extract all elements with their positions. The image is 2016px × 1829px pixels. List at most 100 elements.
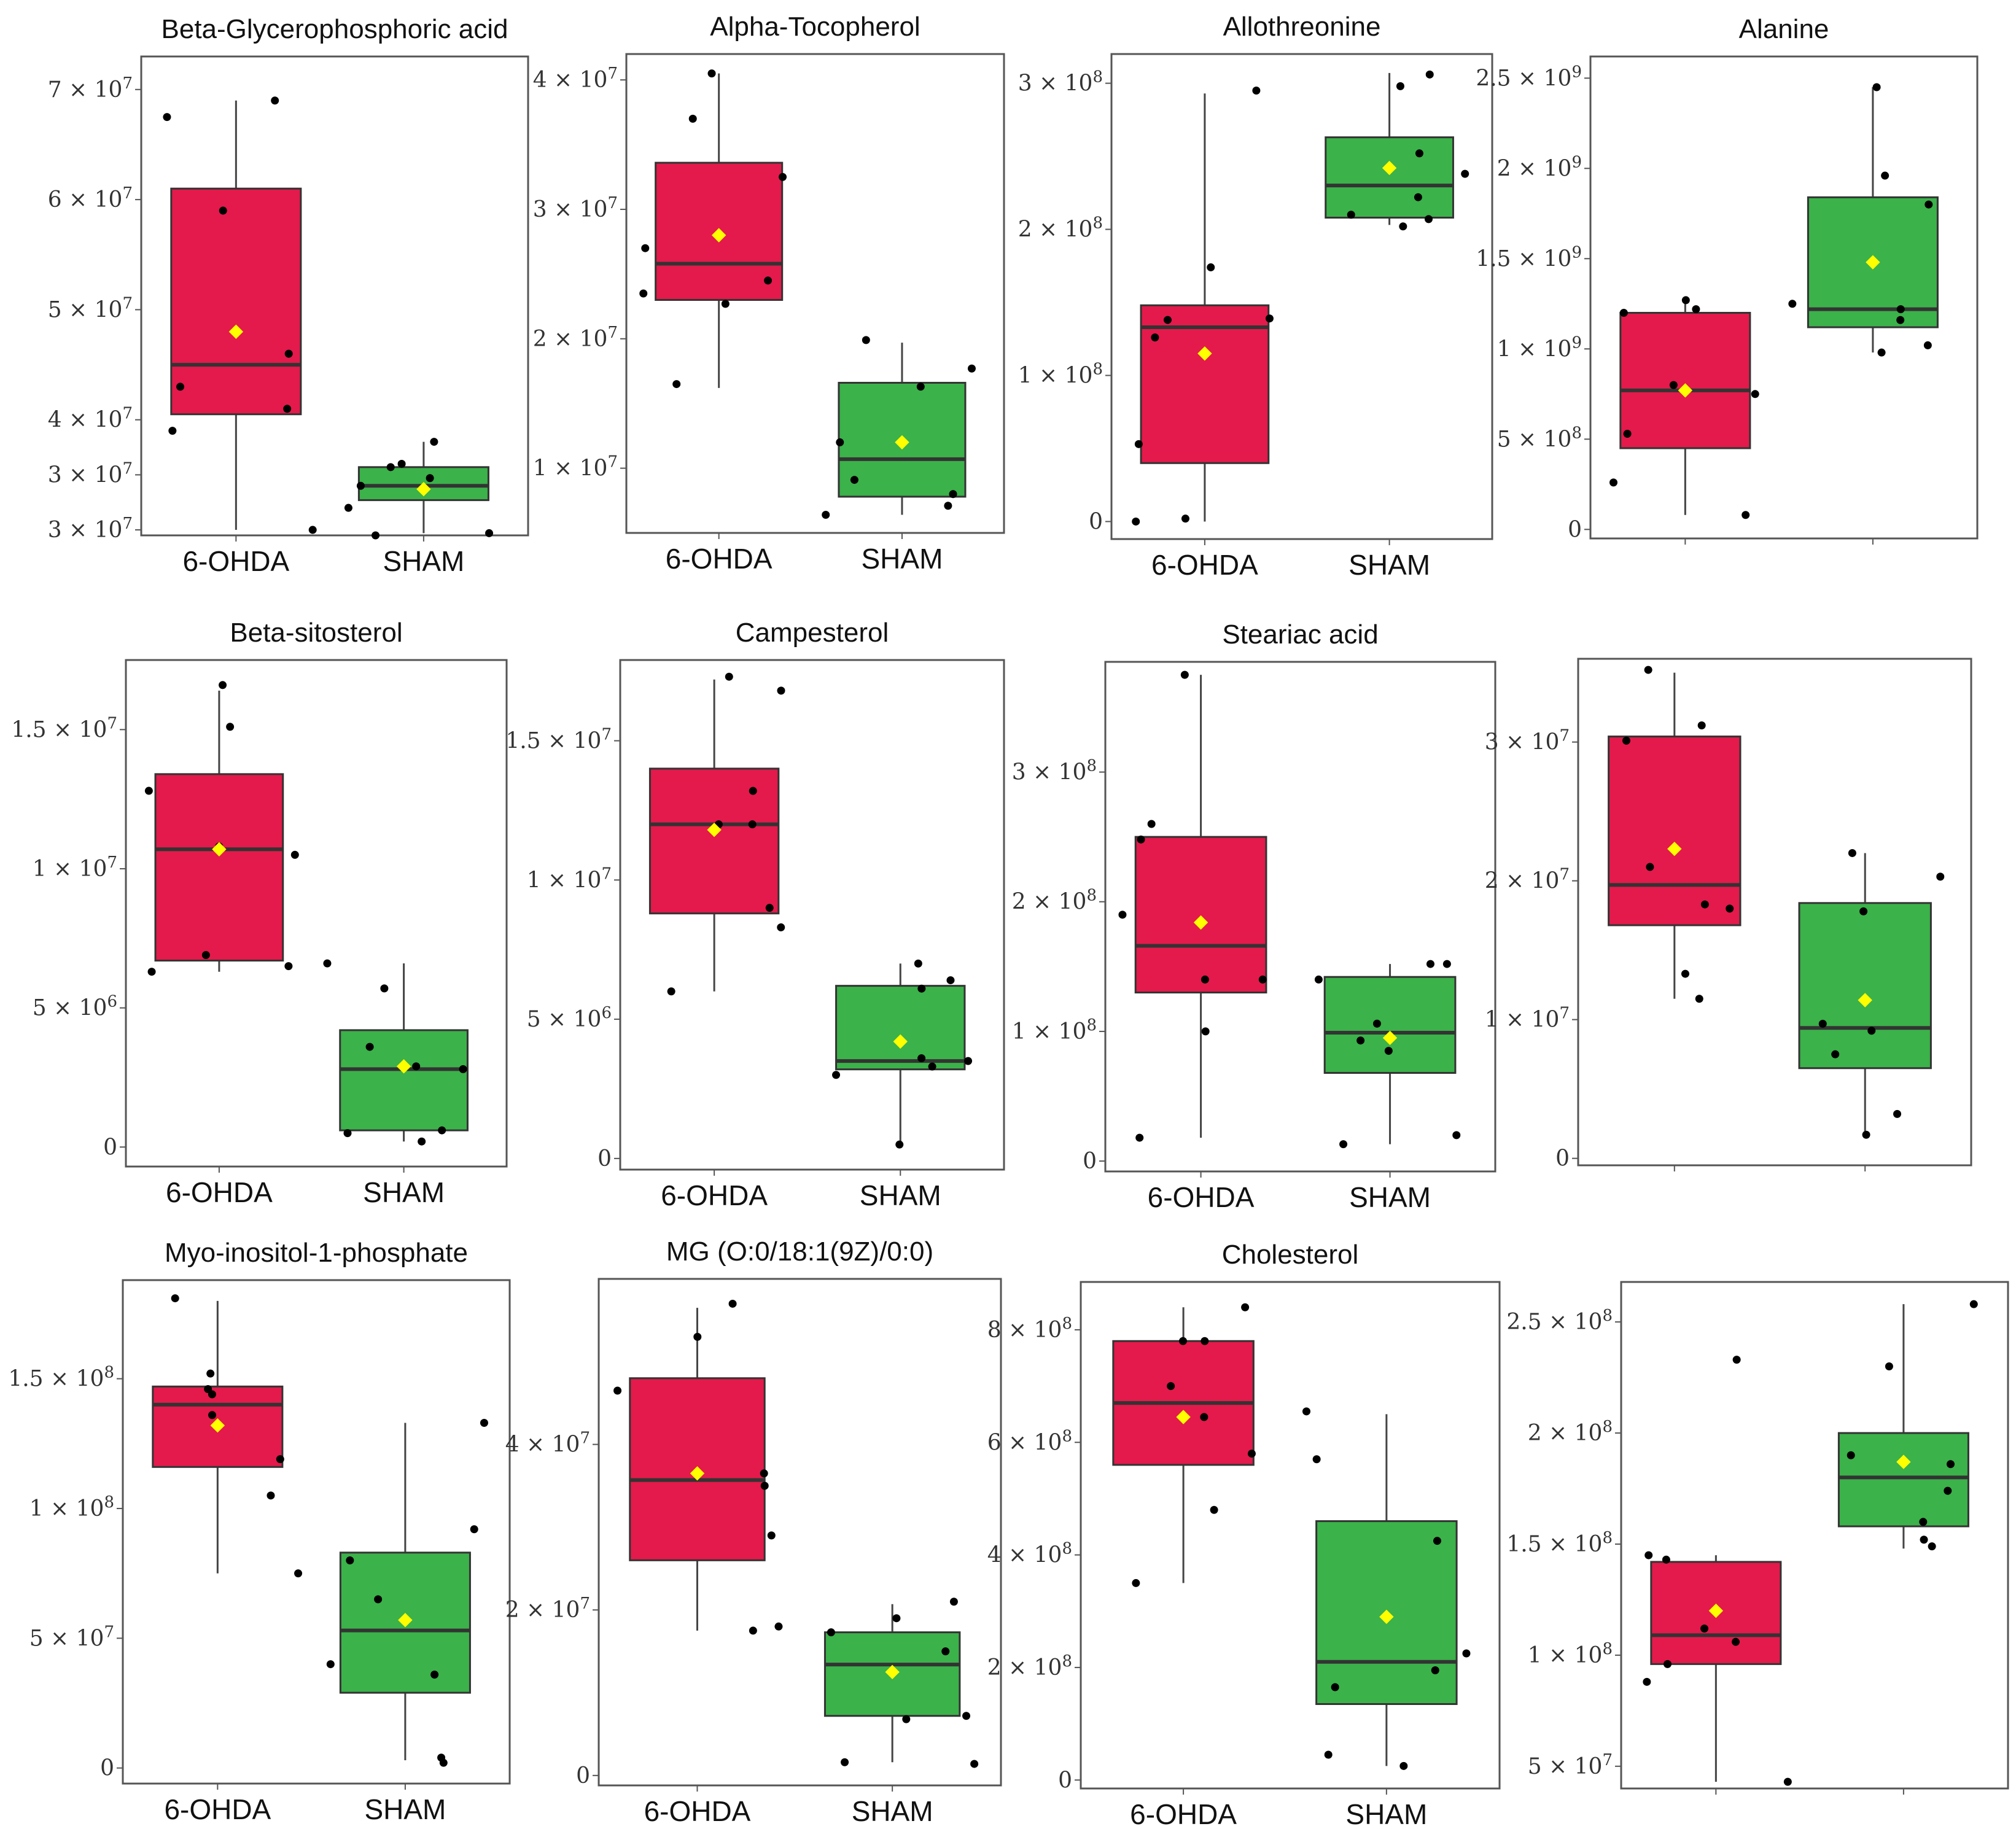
data-point (1147, 820, 1156, 828)
y-tick-mantissa: 2.5 × 10 (1506, 1310, 1602, 1335)
data-point (895, 1140, 904, 1149)
y-tick-mantissa: 2 × 10 (1497, 156, 1572, 181)
y-tick-exponent: 8 (1602, 1307, 1613, 1325)
y-tick-mantissa: 1 × 10 (533, 456, 608, 481)
data-point (749, 1626, 757, 1635)
data-point (1431, 1666, 1439, 1674)
data-point (1969, 1300, 1978, 1308)
data-point (1726, 904, 1734, 913)
y-tick-mantissa: 0 (576, 1763, 590, 1788)
data-point (372, 531, 380, 540)
data-point (1415, 149, 1423, 158)
y-tick-label: 3 × 108 (1012, 757, 1097, 785)
y-tick-exponent: 7 (607, 453, 618, 472)
data-point (1424, 215, 1433, 223)
y-tick-exponent: 8 (1062, 1427, 1072, 1445)
y-tick-mantissa: 3 × 10 (1018, 71, 1093, 96)
data-point (1137, 835, 1145, 844)
data-point (1885, 1362, 1893, 1370)
y-tick-label: 2 × 108 (1018, 214, 1103, 243)
y-tick-mantissa: 2 × 10 (1018, 217, 1093, 243)
data-point (1347, 211, 1355, 219)
data-point (667, 987, 675, 996)
box-group (1837, 1300, 1978, 1795)
data-point (1644, 1551, 1653, 1559)
data-point (902, 1715, 911, 1723)
y-tick-label: 5 × 106 (527, 1004, 612, 1032)
data-point (430, 438, 438, 446)
y-tick-label: 3 × 107 (533, 194, 618, 222)
data-point (219, 681, 227, 689)
y-tick-label: 1 × 108 (1528, 1640, 1613, 1668)
mean-marker (885, 1664, 900, 1680)
box-iqr (1608, 736, 1742, 926)
data-point (774, 1622, 783, 1631)
y-tick-mantissa: 3 × 10 (1485, 730, 1560, 755)
y-tick-exponent: 7 (104, 1623, 114, 1641)
mean-marker (1858, 993, 1872, 1008)
y-tick-exponent: 7 (122, 74, 133, 93)
y-tick-exponent: 9 (1571, 153, 1582, 171)
panel-title: Alpha-Tocopherol (710, 12, 920, 42)
box-group (1608, 666, 1742, 1171)
data-point (1312, 1455, 1321, 1464)
box-iqr (1140, 304, 1270, 464)
y-tick-mantissa: 2 × 10 (1485, 869, 1560, 894)
data-point (206, 1369, 215, 1378)
y-tick-label: 1 × 109 (1497, 333, 1582, 362)
y-tick-label: 4 × 107 (48, 405, 133, 433)
y-tick-exponent: 7 (107, 853, 117, 872)
y-tick-mantissa: 6 × 10 (48, 187, 123, 212)
data-point (1681, 296, 1690, 305)
y-tick-exponent: 9 (1571, 333, 1582, 352)
mean-marker (396, 1059, 411, 1074)
y-tick-label: 3 × 107 (48, 459, 133, 487)
mean-marker (398, 1613, 413, 1628)
y-tick-label: 1 × 107 (527, 864, 612, 893)
data-point (1928, 1542, 1936, 1551)
y-tick-label: 0 (597, 1146, 612, 1171)
data-point (862, 336, 870, 344)
data-point (949, 1598, 958, 1606)
data-point (748, 820, 757, 829)
y-tick-exponent: 7 (607, 64, 618, 83)
data-point (836, 438, 844, 446)
mean-marker (1678, 383, 1693, 398)
data-point (459, 1065, 467, 1073)
data-point (725, 672, 733, 681)
box-iqr (1619, 311, 1751, 449)
data-point (418, 1137, 426, 1146)
mean-marker (1193, 915, 1208, 930)
y-tick-label: 5 × 107 (1528, 1751, 1613, 1779)
box-group: 6-OHDA (163, 96, 317, 577)
data-point (276, 1455, 284, 1464)
y-tick-exponent: 7 (580, 1594, 590, 1613)
data-point (1646, 863, 1654, 871)
panel-title: Cholesterol (1222, 1240, 1359, 1270)
data-point (1247, 1450, 1256, 1458)
y-tick-exponent: 8 (1086, 887, 1097, 905)
y-tick-exponent: 6 (107, 993, 117, 1011)
data-point (916, 382, 925, 391)
y-tick-exponent: 7 (1559, 1004, 1570, 1023)
y-tick-mantissa: 3 × 10 (48, 462, 123, 487)
y-tick-mantissa: 1 × 10 (1497, 336, 1572, 362)
category-label: 6-OHDA (1130, 1798, 1237, 1829)
data-point (1452, 1131, 1461, 1140)
data-point (1461, 169, 1469, 178)
y-tick-exponent: 8 (1086, 1016, 1097, 1035)
y-tick-mantissa: 2.5 × 10 (1476, 66, 1571, 91)
data-point (1132, 517, 1140, 526)
box-group: SHAM (822, 336, 976, 575)
y-tick-label: 2 × 108 (987, 1652, 1072, 1680)
data-point (1339, 1140, 1348, 1149)
data-point (1925, 200, 1933, 209)
category-label: 6-OHDA (644, 1795, 751, 1827)
data-point (308, 526, 317, 534)
box-iqr (1323, 976, 1457, 1074)
data-point (1818, 1019, 1827, 1028)
data-point (171, 1294, 179, 1303)
